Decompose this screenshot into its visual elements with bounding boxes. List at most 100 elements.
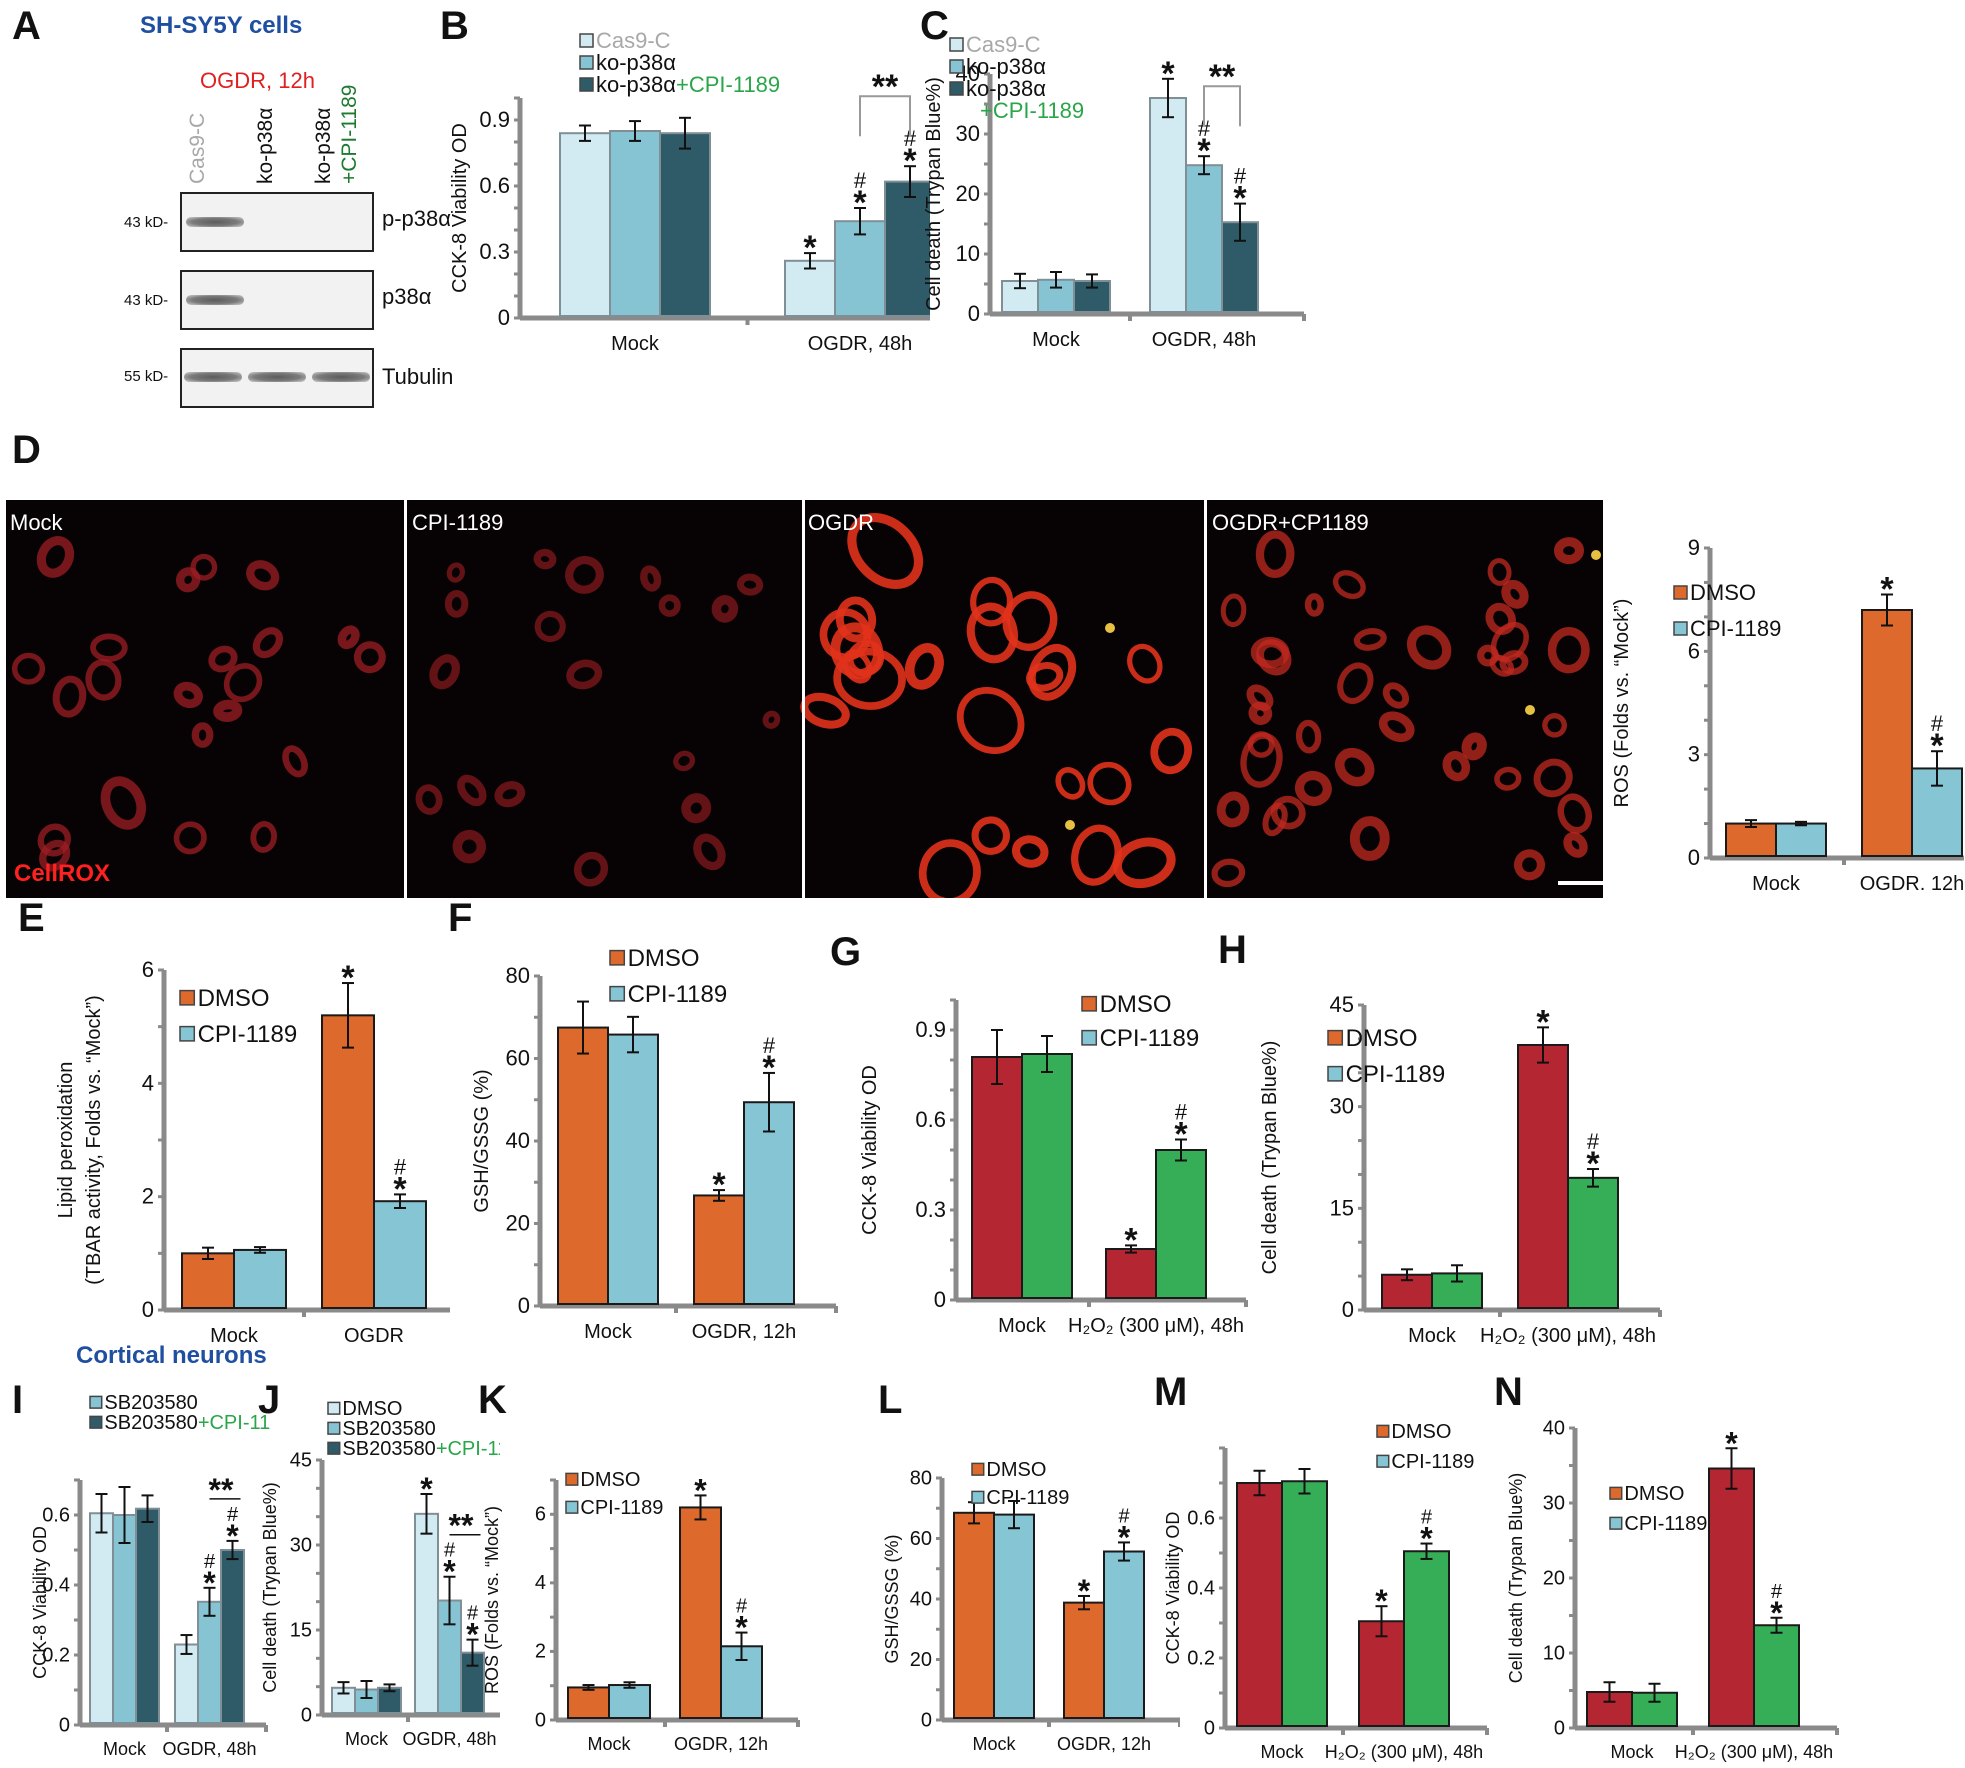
legend-swatch — [565, 1500, 579, 1514]
fluorescent-cell — [208, 645, 238, 673]
legend-label-text: ko-p38α — [966, 76, 1046, 101]
panel-letter-j: J — [258, 1378, 281, 1422]
blot-condition-label: OGDR, 12h — [200, 68, 315, 93]
y-axis-label: CCK-8 Viability OD — [449, 123, 471, 293]
legend-label-text: DMSO — [342, 1398, 402, 1420]
fluorescent-cell — [1071, 824, 1122, 886]
bar — [1753, 1624, 1800, 1727]
x-category-label: H₂O₂ (300 μM), 48h — [1068, 1315, 1244, 1337]
x-category-label: OGDR, 12h — [692, 1321, 796, 1343]
y-tick-label: 0.4 — [42, 1574, 70, 1596]
legend-label: SB203580+CPI-1189 — [104, 1412, 270, 1434]
legend-label: DMSO — [1690, 580, 1756, 605]
fluorescent-cell — [100, 776, 147, 830]
significance-hash: # — [1421, 1507, 1433, 1529]
legend-label: ko-p38α — [966, 54, 1046, 79]
significance-star: * — [1930, 727, 1944, 765]
significance-hash: # — [1931, 711, 1944, 736]
fluorescent-cell — [1250, 636, 1290, 669]
fluorescent-cell — [353, 641, 386, 674]
y-tick-label: 0 — [968, 301, 980, 326]
legend-label: DMSO — [342, 1398, 402, 1420]
significance-star: * — [1197, 132, 1211, 170]
significance-star: * — [226, 1518, 239, 1554]
panel-letter-e: E — [18, 896, 45, 940]
bar — [1021, 1053, 1073, 1299]
bar — [607, 1033, 659, 1305]
legend-swatch — [1081, 1029, 1098, 1046]
y-tick-label: 10 — [956, 241, 980, 266]
significance-bracket — [1203, 85, 1241, 127]
bar — [321, 1014, 375, 1309]
legend-swatch — [89, 1395, 103, 1409]
fluorescent-cell — [1442, 750, 1471, 782]
micrograph-divider — [404, 500, 407, 898]
bar — [659, 132, 711, 317]
significance-hash: # — [904, 126, 917, 151]
significance-bracket-label: ** — [209, 1472, 234, 1508]
y-tick-label: 30 — [290, 1534, 312, 1556]
y-tick-label: 0.6 — [479, 173, 510, 198]
legend-label: SB203580 — [104, 1395, 197, 1414]
fluorescent-cell — [282, 745, 308, 778]
legend-swatch — [1081, 995, 1098, 1012]
bar — [1775, 822, 1827, 857]
significance-hash: # — [763, 1033, 776, 1058]
legend-label-text: DMSO — [580, 1469, 640, 1491]
fluorescent-cell — [85, 659, 122, 701]
bar — [181, 1252, 235, 1310]
y-tick-label: 30 — [1330, 1094, 1354, 1119]
panel-letter-f: F — [448, 896, 473, 940]
bar — [1281, 1480, 1328, 1727]
y-tick-label: 6 — [535, 1504, 546, 1526]
panel-letter-g: G — [830, 930, 862, 974]
fluorescent-cell — [1406, 625, 1452, 670]
significance-star: * — [762, 1049, 776, 1087]
fluorescent-cell — [1382, 682, 1410, 709]
x-category-label: Mock — [345, 1729, 389, 1749]
fluorescent-cell — [173, 821, 207, 855]
fluorescent-cell — [918, 839, 981, 898]
fluorescent-cell — [971, 816, 1011, 855]
legend-swatch — [1609, 1486, 1623, 1500]
fluorescent-cell — [847, 512, 924, 589]
fluorescent-cell — [565, 555, 604, 594]
significance-star: * — [1770, 1595, 1783, 1631]
y-tick-label: 0.9 — [915, 1017, 946, 1042]
legend-label: ko-p38α — [596, 50, 676, 75]
fluorescent-cell — [835, 596, 877, 643]
y-tick-label: 2 — [535, 1641, 546, 1663]
fluorescent-cell — [444, 589, 469, 618]
y-tick-label: 40 — [1543, 1417, 1565, 1439]
fluorescent-cell — [966, 602, 1018, 664]
bar — [1517, 1043, 1569, 1309]
y-tick-label: 0 — [921, 1709, 932, 1731]
bar — [112, 1514, 137, 1724]
fluorescent-cell — [693, 833, 726, 871]
fluorescent-cell — [11, 652, 46, 685]
fluorescent-cell — [711, 595, 739, 623]
legend-swatch — [579, 55, 594, 70]
legend-label-text: CPI-1189 — [1346, 1061, 1446, 1088]
y-tick-label: 3 — [1688, 742, 1700, 767]
legend-label: DMSO — [580, 1469, 640, 1491]
fluorescent-cell — [1262, 802, 1288, 837]
legend-label-text: DMSO — [198, 985, 270, 1012]
significance-star: * — [1078, 1573, 1091, 1609]
fluorescent-cell — [191, 722, 214, 748]
x-category-label: Mock — [1752, 873, 1801, 890]
fluorescent-cell — [1248, 701, 1273, 725]
legend-label: DMSO — [628, 945, 700, 972]
legend-label-suffix: +CPI-1189 — [198, 1412, 270, 1434]
significance-star: * — [420, 1471, 433, 1507]
significance-star: * — [443, 1554, 456, 1590]
y-tick-label: 15 — [290, 1619, 312, 1641]
legend-label-text: CPI-1189 — [628, 981, 728, 1008]
y-tick-label: 2 — [142, 1184, 154, 1209]
legend-swatch — [1327, 1065, 1344, 1082]
fluorescent-cell — [1295, 719, 1322, 754]
